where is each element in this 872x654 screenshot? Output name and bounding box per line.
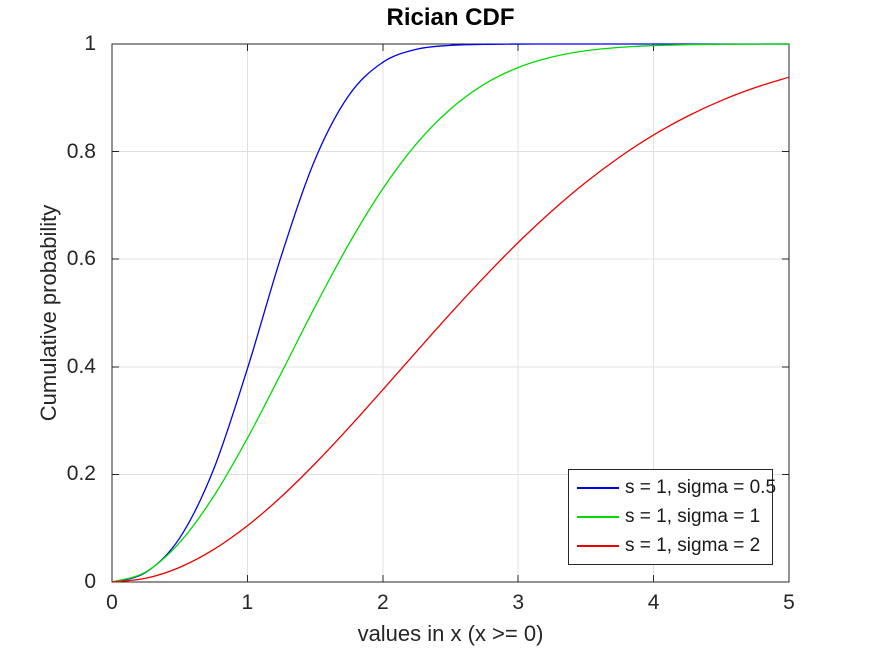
legend-entry-sigma-2: s = 1, sigma = 2 [569, 535, 772, 557]
cdf-curve-1 [111, 43, 790, 583]
y-tick-label: 0.4 [66, 354, 96, 378]
legend-entry-label: s = 1, sigma = 0.5 [625, 477, 777, 499]
x-tick-label: 1 [241, 591, 254, 614]
cdf-curve-0 [111, 43, 789, 583]
legend-line-swatch-red [577, 544, 619, 547]
y-tick-label: 0.2 [66, 462, 96, 486]
y-tick-label: 0.8 [66, 139, 96, 163]
x-tick-label: 4 [647, 591, 660, 614]
legend: s = 1, sigma = 0.5 s = 1, sigma = 1 s = … [568, 469, 776, 565]
legend-line-swatch-blue [577, 487, 619, 490]
x-tick-label: 3 [512, 591, 525, 614]
legend-entry-sigma-0-5: s = 1, sigma = 0.5 [569, 477, 776, 499]
legend-entry-label: s = 1, sigma = 1 [625, 505, 761, 527]
cdf-curve-2 [111, 76, 790, 583]
y-axis-label: Cumulative probability [36, 204, 61, 422]
legend-entry-sigma-1: s = 1, sigma = 1 [569, 506, 772, 528]
x-axis-label: values in x (x >= 0) [357, 621, 544, 646]
legend-line-swatch-green [577, 515, 619, 518]
axes-box [111, 43, 790, 583]
y-tick-label: 0.6 [66, 247, 96, 271]
legend-entry-label: s = 1, sigma = 2 [625, 534, 761, 556]
x-tick-label: 2 [376, 591, 389, 614]
x-tick-label: 0 [106, 591, 118, 614]
y-tick-label: 0 [84, 570, 96, 593]
x-tick-label: 5 [783, 591, 795, 614]
chart-title: Rician CDF [386, 4, 515, 31]
y-tick-label: 1 [84, 32, 96, 55]
